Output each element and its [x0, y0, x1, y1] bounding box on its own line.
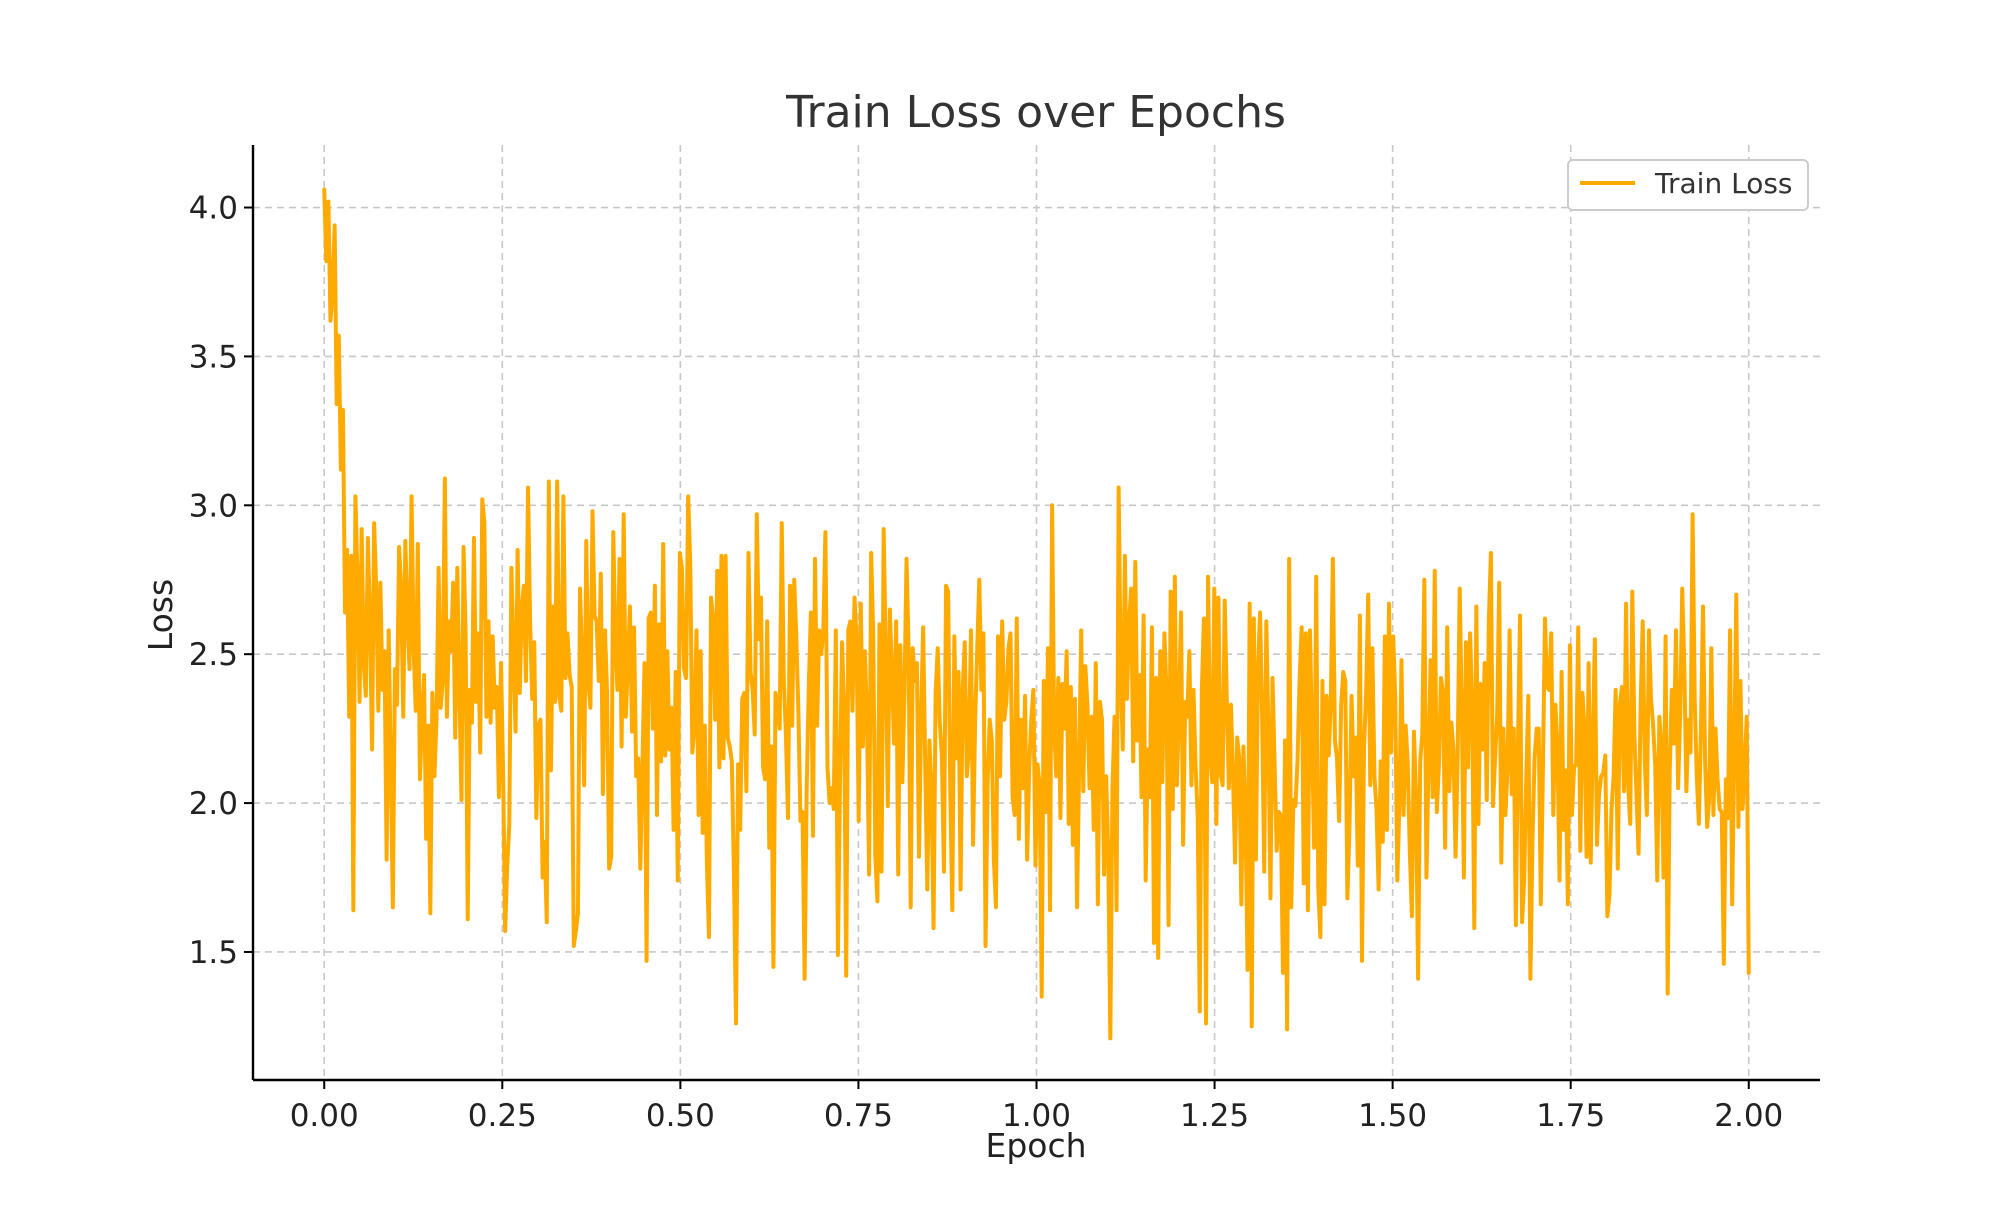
x-tick-label: 1.75	[1536, 1098, 1605, 1134]
x-tick-label: 0.25	[468, 1098, 537, 1134]
legend-box	[1567, 159, 1809, 211]
y-tick-label: 3.0	[189, 488, 238, 524]
grid-layer	[253, 145, 1820, 1080]
legend-label-train-loss: Train Loss	[1654, 167, 1793, 200]
ticks-layer: 0.00 0.25 0.50 0.75 1.00 1.25 1.50 1.75 2.00 1.5 2…	[189, 191, 1784, 1134]
y-tick-label: 4.0	[189, 191, 238, 227]
x-tick-label: 0.50	[646, 1098, 715, 1134]
y-tick-label: 2.0	[189, 786, 238, 822]
x-tick-label: 0.75	[824, 1098, 893, 1134]
x-tick-label: 1.00	[1002, 1098, 1071, 1134]
chart-title: Train Loss over Epochs	[785, 87, 1286, 138]
x-tick-label: 1.50	[1358, 1098, 1427, 1134]
legend: Train Loss	[1567, 159, 1809, 211]
series-layer	[322, 187, 1751, 1041]
x-tick-label: 1.25	[1180, 1098, 1249, 1134]
series-line-train-loss	[322, 187, 1751, 1041]
y-tick-label: 1.5	[189, 935, 238, 971]
y-axis-label: Loss	[141, 579, 180, 651]
x-tick-label: 0.00	[290, 1098, 359, 1134]
y-tick-label: 2.5	[189, 637, 238, 673]
y-tick-label: 3.5	[189, 339, 238, 375]
x-axis-label: Epoch	[985, 1126, 1086, 1165]
x-tick-label: 2.00	[1714, 1098, 1783, 1134]
